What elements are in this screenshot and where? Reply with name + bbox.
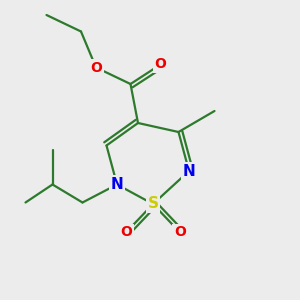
Text: N: N (111, 177, 123, 192)
Text: O: O (90, 61, 102, 74)
Text: S: S (148, 196, 158, 211)
Text: O: O (174, 226, 186, 239)
Text: O: O (120, 226, 132, 239)
Text: O: O (154, 58, 166, 71)
Text: N: N (183, 164, 195, 178)
